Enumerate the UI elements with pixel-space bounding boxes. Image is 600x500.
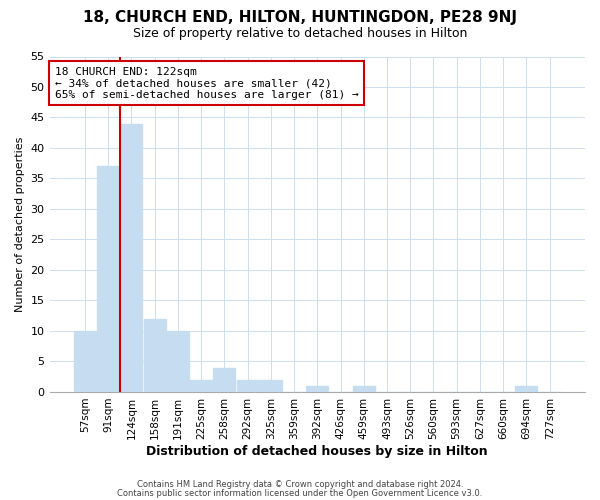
- Bar: [515, 386, 538, 392]
- Text: Contains public sector information licensed under the Open Government Licence v3: Contains public sector information licen…: [118, 488, 482, 498]
- Bar: [97, 166, 119, 392]
- X-axis label: Distribution of detached houses by size in Hilton: Distribution of detached houses by size …: [146, 444, 488, 458]
- Bar: [213, 368, 235, 392]
- Bar: [236, 380, 259, 392]
- Bar: [353, 386, 375, 392]
- Bar: [306, 386, 328, 392]
- Text: 18, CHURCH END, HILTON, HUNTINGDON, PE28 9NJ: 18, CHURCH END, HILTON, HUNTINGDON, PE28…: [83, 10, 517, 25]
- Y-axis label: Number of detached properties: Number of detached properties: [15, 136, 25, 312]
- Text: Size of property relative to detached houses in Hilton: Size of property relative to detached ho…: [133, 28, 467, 40]
- Bar: [260, 380, 282, 392]
- Bar: [167, 331, 189, 392]
- Bar: [143, 319, 166, 392]
- Bar: [190, 380, 212, 392]
- Bar: [121, 124, 142, 392]
- Text: Contains HM Land Registry data © Crown copyright and database right 2024.: Contains HM Land Registry data © Crown c…: [137, 480, 463, 489]
- Text: 18 CHURCH END: 122sqm
← 34% of detached houses are smaller (42)
65% of semi-deta: 18 CHURCH END: 122sqm ← 34% of detached …: [55, 66, 359, 100]
- Bar: [74, 331, 96, 392]
